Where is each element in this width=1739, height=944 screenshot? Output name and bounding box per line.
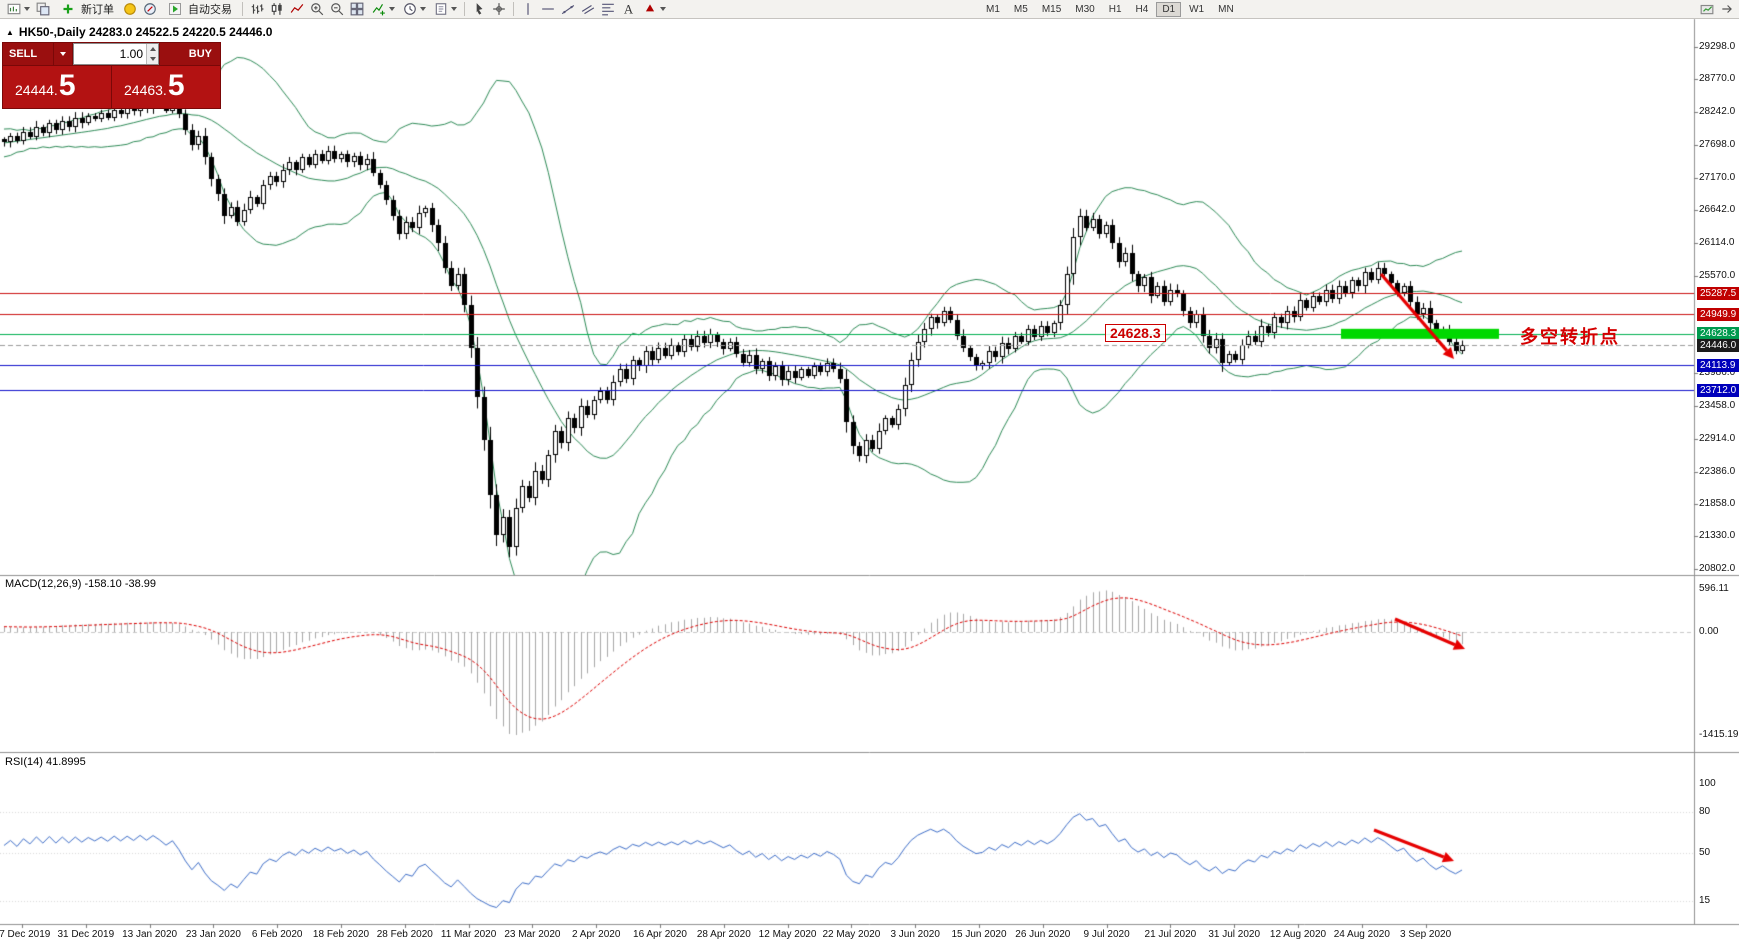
arrows-group[interactable] [639,1,668,18]
new-order-button[interactable]: 新订单 [54,1,119,18]
sell-price-fraction: 5 [58,69,76,102]
rsi-label: RSI(14) 41.8995 [5,756,86,768]
new-order-label: 新订单 [81,4,114,16]
buy-price-fraction: 5 [167,69,185,102]
profiles-icon[interactable] [34,1,52,18]
turning-point-annotation: 多空转折点 [1520,327,1620,347]
timeframe-button-m5[interactable]: M5 [1013,3,1028,15]
timeframe-button-m1[interactable]: M1 [986,3,1000,15]
chevron-down-icon [60,52,66,56]
timeframe-button-h4[interactable]: H4 [1135,3,1149,15]
crosshair-icon[interactable] [490,1,508,18]
collapse-triangle-icon[interactable]: ▲ [6,27,14,37]
ohlc-info: HK50-,Daily 24283.0 24522.5 24220.5 2444… [18,25,273,39]
candlestick-chart-icon[interactable] [268,1,286,18]
zoom-in-icon[interactable] [308,1,326,18]
buy-label: BUY [188,48,212,60]
buy-price: 24463. [124,82,167,98]
chart-info-line: ▲ HK50-,Daily 24283.0 24522.5 24220.5 24… [6,25,272,39]
auto-scroll-icon[interactable] [1718,1,1736,18]
bar-chart-icon[interactable] [248,1,266,18]
text-label-icon[interactable]: A [619,1,637,18]
timeframe-button-h1[interactable]: H1 [1108,3,1122,15]
channel-icon[interactable] [579,1,597,18]
trendline-icon[interactable] [559,1,577,18]
chart-shift-icon[interactable] [1698,1,1716,18]
svg-text:A: A [624,3,634,16]
order-options-dropdown[interactable] [54,43,72,65]
market-watch-icon[interactable] [121,1,139,18]
sell-label: SELL [9,48,38,60]
sell-button[interactable]: 24444. 5 [3,66,111,108]
line-chart-icon[interactable] [288,1,306,18]
plus-icon [59,1,77,18]
toolbar-separator [464,2,465,16]
indicators-icon[interactable] [370,1,388,18]
vertical-line-icon[interactable] [519,1,537,18]
indicators-group[interactable] [368,1,397,18]
macd-label: MACD(12,26,9) -158.10 -38.99 [5,578,157,590]
indicators-dropdown-icon[interactable] [389,7,395,11]
volume-stepper [146,44,158,64]
timeframe-button-w1[interactable]: W1 [1189,3,1205,15]
periods-clock-icon[interactable] [401,1,419,18]
toolbar-separator [242,2,243,16]
one-click-trading-panel: SELL BUY 24444.5 24463.5 [2,42,221,109]
volume-field [73,43,159,65]
templates-dropdown-icon[interactable] [451,7,457,11]
cursor-icon[interactable] [470,1,488,18]
sell-tab[interactable]: SELL [3,43,53,65]
autotrade-play-icon [166,1,184,18]
buy-tab[interactable]: BUY [160,43,220,65]
horizontal-line-icon[interactable] [539,1,557,18]
volume-decrease-button[interactable] [147,54,158,64]
sell-price: 24444. [15,82,58,98]
timeframe-button-m30[interactable]: M30 [1075,3,1095,15]
arrows-icon[interactable] [641,1,659,18]
toolbar-right-group [1698,1,1736,18]
new-chart-dropdown-icon[interactable] [24,7,30,11]
arrows-dropdown-icon[interactable] [660,7,666,11]
timeframe-button-m15[interactable]: M15 [1041,3,1062,15]
timeframe-toolbar: M1 M5 M15 M30 H1 H4 D1 W1 MN [980,1,1240,17]
timeframe-button-d1[interactable]: D1 [1156,1,1182,17]
fibonacci-icon[interactable] [599,1,617,18]
periods-group[interactable] [399,1,428,18]
navigator-icon[interactable] [141,1,159,18]
autotrading-label: 自动交易 [188,4,232,16]
new-chart-icon[interactable] [5,1,23,18]
price-callout-label: 24628.3 [1105,324,1166,342]
timeframe-button-mn[interactable]: MN [1218,3,1234,15]
volume-input[interactable] [74,44,146,64]
buy-button[interactable]: 24463. 5 [112,66,220,108]
volume-increase-button[interactable] [147,44,158,54]
zoom-out-icon[interactable] [328,1,346,18]
templates-group[interactable] [430,1,459,18]
autotrading-button[interactable]: 自动交易 [161,1,237,18]
toolbar-separator [513,2,514,16]
periods-dropdown-icon[interactable] [420,7,426,11]
toolbar: 新订单 自动交易 [0,0,1739,19]
templates-icon[interactable] [432,1,450,18]
tile-windows-icon[interactable] [348,1,366,18]
new-chart-group[interactable] [3,1,32,18]
